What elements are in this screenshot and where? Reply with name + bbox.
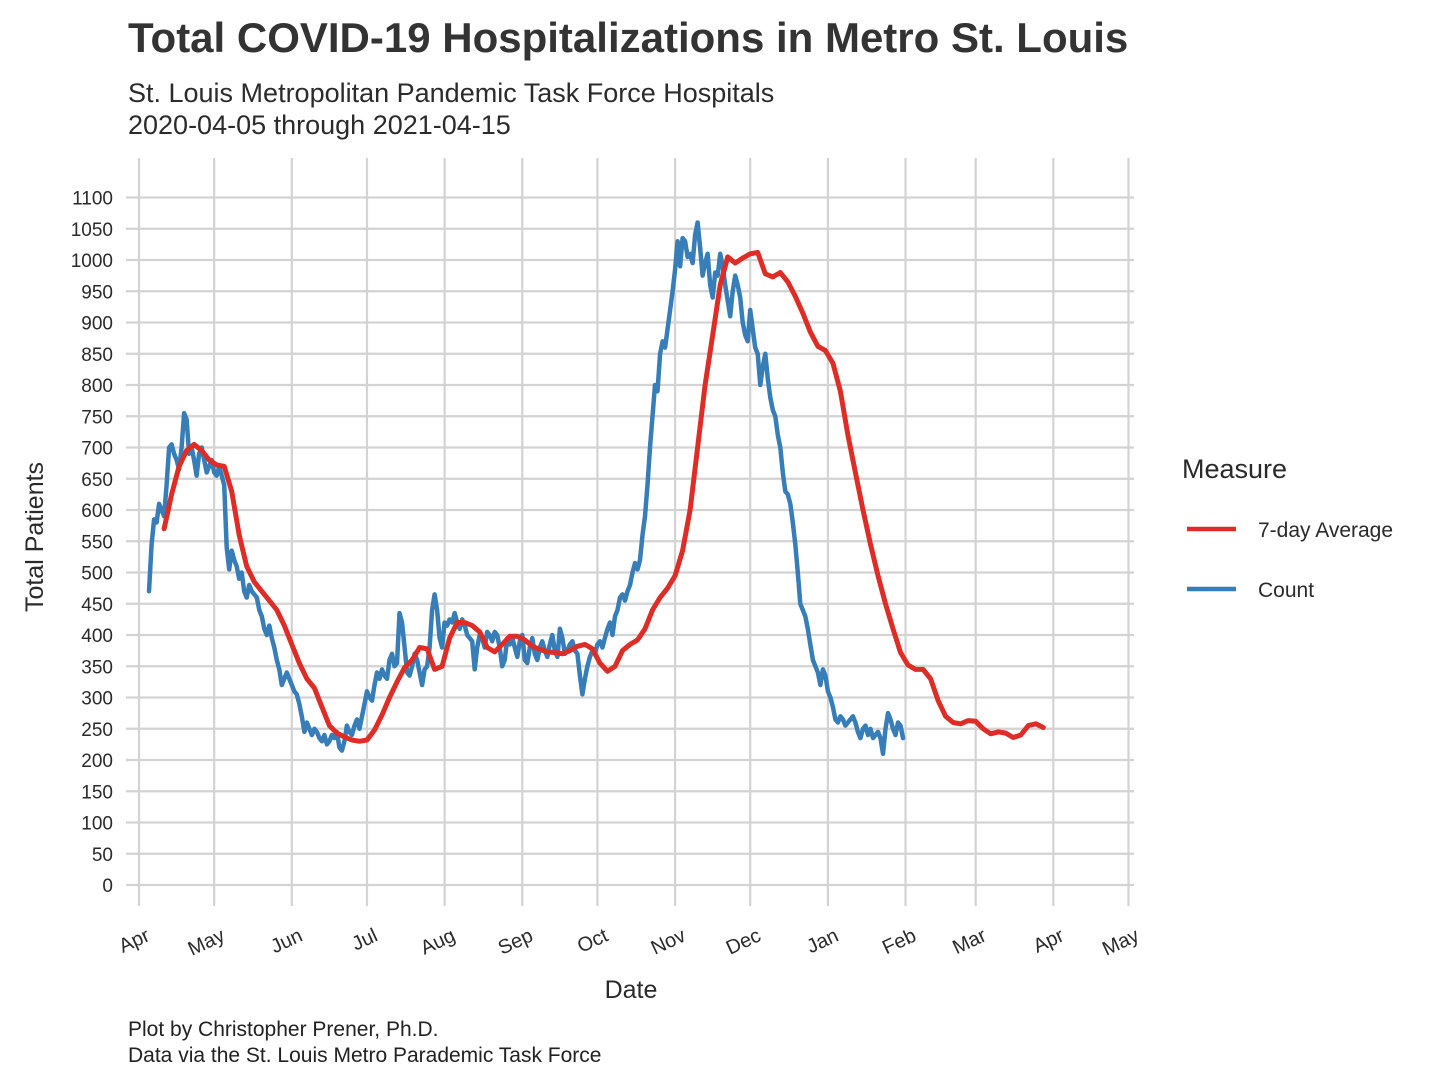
y-tick-label-450: 450 xyxy=(81,595,113,616)
y-tick-label-0: 0 xyxy=(102,876,113,897)
x-tick-label-12-apr: Apr xyxy=(1030,924,1068,957)
x-tick-label-9-jan: Jan xyxy=(803,925,842,959)
x-tick-label-10-feb: Feb xyxy=(879,925,920,960)
x-tick-label-5-sep: Sep xyxy=(495,925,537,960)
chart-title: Total COVID-19 Hospitalizations in Metro… xyxy=(128,14,1129,61)
x-tick-label-2-jun: Jun xyxy=(267,925,306,959)
x-tick-label-1-may: May xyxy=(185,925,229,961)
y-tick-label-1100: 1100 xyxy=(72,189,113,210)
y-tick-label-650: 650 xyxy=(81,470,113,491)
y-tick-label-200: 200 xyxy=(81,751,113,772)
x-tick-label-6-oct: Oct xyxy=(574,924,612,957)
chart-area: 0 50 100 150 200 250 300 350 400 450 500 550 600 650 7… xyxy=(21,158,1393,1004)
x-tick-label-7-nov: Nov xyxy=(648,925,690,960)
caption-source: Data via the St. Louis Metro Parademic T… xyxy=(128,1044,602,1067)
y-tick-label-250: 250 xyxy=(81,720,113,741)
x-tick-label-4-aug: Aug xyxy=(417,925,459,960)
x-axis-ticks: Apr May Jun Jul Aug Sep Oct Nov Dec Jan Feb Mar Apr M… xyxy=(116,924,1143,960)
x-tick-label-8-dec: Dec xyxy=(723,925,765,960)
y-tick-label-700: 700 xyxy=(81,439,113,460)
y-tick-label-900: 900 xyxy=(81,314,113,335)
legend-label-count: Count xyxy=(1258,579,1314,602)
chart-subtitle-line-2: 2020-04-05 through 2021-04-15 xyxy=(128,110,511,140)
y-tick-label-600: 600 xyxy=(81,501,113,522)
y-tick-label-100: 100 xyxy=(81,814,113,835)
y-tick-label-300: 300 xyxy=(81,689,113,710)
legend: Measure 7-day Average Count xyxy=(1182,454,1393,602)
y-tick-label-400: 400 xyxy=(81,626,113,647)
y-tick-label-50: 50 xyxy=(92,845,113,866)
y-tick-label-500: 500 xyxy=(81,564,113,585)
caption-author: Plot by Christopher Prener, Ph.D. xyxy=(128,1018,439,1041)
chart-subtitle-line-1: St. Louis Metropolitan Pandemic Task For… xyxy=(128,78,775,108)
y-tick-label-1000: 1000 xyxy=(71,251,113,272)
legend-label-7-day-average: 7-day Average xyxy=(1258,519,1393,542)
y-tick-label-800: 800 xyxy=(81,376,113,397)
x-tick-label-0-apr: Apr xyxy=(116,924,154,957)
series-line-count xyxy=(146,220,906,757)
legend-title: Measure xyxy=(1182,454,1287,484)
y-tick-label-750: 750 xyxy=(81,407,113,428)
y-tick-label-350: 350 xyxy=(81,657,113,678)
x-tick-label-11-mar: Mar xyxy=(949,924,990,959)
grid-lines xyxy=(126,158,1134,906)
series-lines xyxy=(146,220,1046,757)
x-axis-title: Date xyxy=(605,976,658,1004)
y-tick-label-1050: 1050 xyxy=(71,220,113,241)
x-tick-label-3-jul: Jul xyxy=(349,925,381,956)
series-line-7-day-average xyxy=(161,250,1046,744)
y-axis-title: Total Patients xyxy=(21,462,49,612)
y-tick-label-850: 850 xyxy=(81,345,113,366)
y-tick-label-550: 550 xyxy=(81,532,113,553)
x-tick-label-13-may: May xyxy=(1099,925,1143,961)
y-tick-label-950: 950 xyxy=(81,282,113,303)
y-tick-label-150: 150 xyxy=(81,782,113,803)
y-axis-ticks: 0 50 100 150 200 250 300 350 400 450 500 550 600 650 7… xyxy=(71,189,113,898)
